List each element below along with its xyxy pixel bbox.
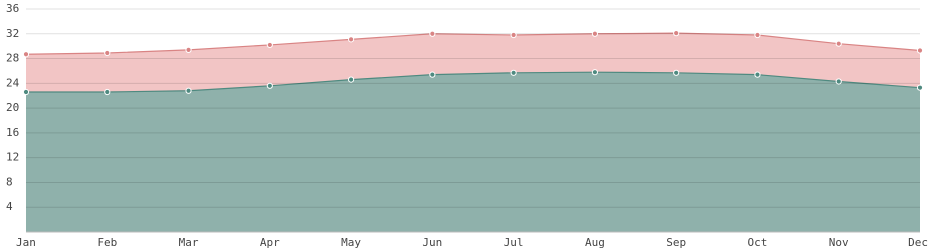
- x-tick-label: Jan: [16, 236, 36, 249]
- point: [266, 41, 273, 49]
- y-tick-label: 28: [6, 52, 19, 65]
- point: [22, 51, 30, 58]
- point: [754, 71, 761, 78]
- series-line: [26, 71, 921, 93]
- point: [673, 69, 680, 76]
- point: [347, 76, 355, 83]
- point: [754, 31, 761, 39]
- x-tick-label: Sep: [666, 236, 686, 249]
- point: [591, 69, 599, 76]
- point: [22, 88, 30, 96]
- y-tick-label: 24: [6, 76, 20, 89]
- point: [835, 40, 842, 47]
- y-tick-label: 20: [6, 101, 19, 114]
- point: [347, 36, 355, 43]
- area: [26, 72, 920, 232]
- point: [185, 87, 192, 94]
- x-tick-label: Feb: [97, 236, 117, 249]
- point: [916, 84, 924, 91]
- y-tick-label: 16: [6, 126, 19, 139]
- x-tick-label: Jul: [504, 236, 524, 249]
- x-tick-label: Dec: [908, 236, 928, 249]
- point: [429, 30, 436, 37]
- x-tick-label: Apr: [260, 236, 280, 249]
- point: [835, 78, 842, 85]
- x-tick-label: Nov: [829, 236, 849, 249]
- series-line: [25, 32, 921, 55]
- x-tick-label: Mar: [179, 236, 199, 249]
- point: [510, 69, 517, 76]
- x-tick-label: Aug: [585, 236, 605, 249]
- point: [429, 71, 436, 78]
- y-tick-label: 4: [6, 200, 13, 213]
- x-tick-label: Oct: [748, 236, 768, 249]
- point: [916, 47, 924, 54]
- x-tick-label: Jun: [422, 236, 442, 249]
- y-tick-label: 8: [6, 175, 13, 188]
- x-tick-label: May: [341, 236, 361, 249]
- y-tick-label: 36: [6, 2, 19, 15]
- point: [591, 30, 599, 37]
- point: [104, 88, 111, 96]
- y-tick-label: 32: [6, 27, 19, 40]
- point: [673, 30, 680, 37]
- y-tick-label: 12: [6, 151, 19, 164]
- point: [266, 82, 273, 89]
- point: [510, 31, 517, 39]
- point: [185, 46, 192, 53]
- point: [104, 49, 111, 57]
